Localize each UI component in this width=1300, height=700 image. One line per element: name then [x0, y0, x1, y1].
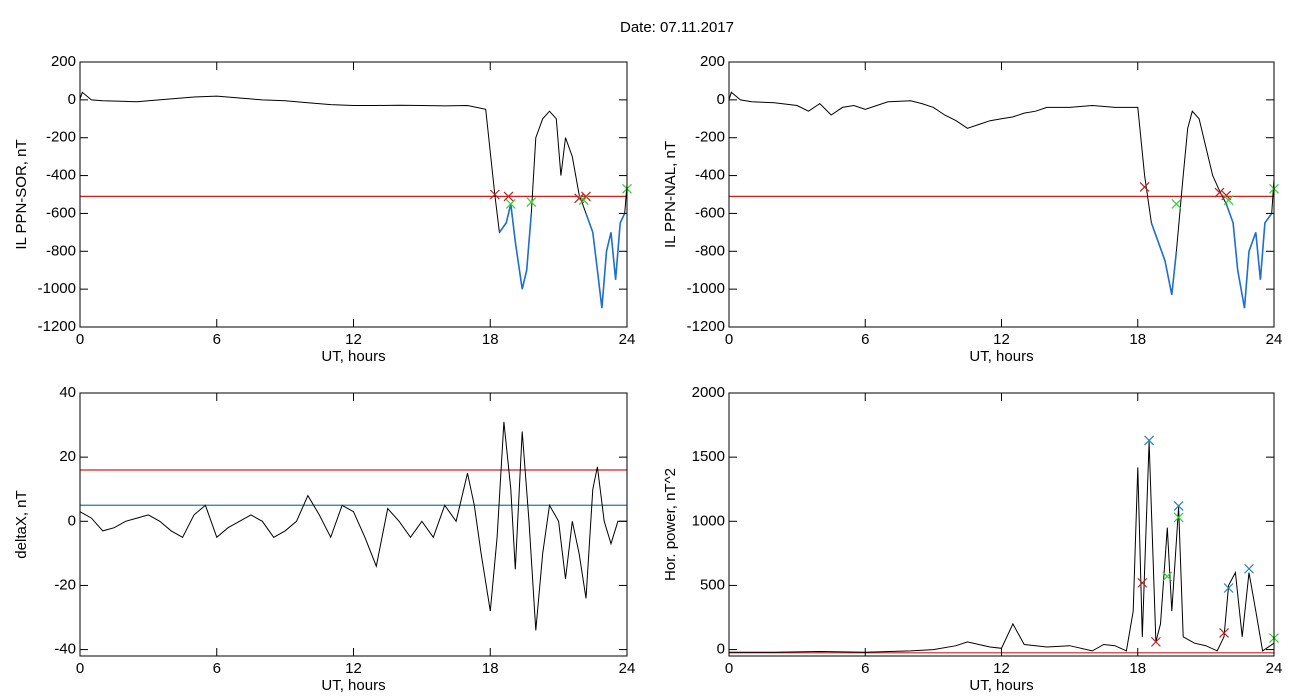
y-axis-label: IL PPN-SOR, nT: [13, 139, 30, 249]
y-tick-label: -40: [54, 641, 76, 658]
series-line: [729, 441, 1274, 653]
x-tick-label: 12: [993, 660, 1010, 677]
cross-marker: [505, 199, 516, 209]
y-tick-label: -800: [695, 242, 725, 259]
series-line: [1150, 203, 1273, 309]
y-tick-label: -1200: [687, 318, 725, 335]
y-tick-label: 1000: [692, 512, 725, 529]
cross-marker: [526, 197, 537, 207]
cross-marker: [1139, 182, 1150, 192]
y-tick-label: -1000: [38, 280, 76, 297]
x-tick-label: 18: [1129, 660, 1146, 677]
cross-marker: [489, 189, 500, 200]
cross-marker: [578, 195, 589, 206]
cross-marker: [1221, 190, 1232, 201]
series-line: [80, 421, 627, 631]
cross-marker: [1214, 187, 1225, 198]
x-tick-label: 0: [76, 660, 84, 677]
y-tick-label: -200: [46, 129, 76, 146]
cross-marker: [1244, 563, 1254, 574]
cross-marker: [1223, 195, 1234, 206]
cross-marker: [1219, 627, 1229, 638]
x-tick-label: 6: [213, 331, 221, 348]
y-tick-label: 0: [68, 91, 76, 108]
y-tick-label: 500: [700, 576, 725, 593]
x-tick-label: 24: [1266, 660, 1283, 677]
x-tick-label: 0: [76, 331, 84, 348]
plot-area: [729, 441, 1274, 654]
y-axis-label: deltaX, nT: [13, 490, 30, 558]
plot-frame: [79, 392, 628, 657]
y-tick-label: 2000: [692, 384, 725, 401]
y-tick-label: 0: [717, 91, 725, 108]
cross-marker: [1162, 571, 1173, 582]
x-axis-label: UT, hours: [969, 677, 1033, 694]
plot-frame: [79, 61, 628, 328]
cross-marker: [1173, 500, 1184, 511]
x-tick-label: 18: [1129, 331, 1146, 348]
y-tick-label: -20: [54, 576, 76, 593]
y-tick-label: -200: [695, 129, 725, 146]
cross-marker: [1137, 577, 1148, 588]
x-axis-label: UT, hours: [969, 348, 1033, 365]
y-tick-label: 0: [717, 641, 725, 658]
y-tick-label: 200: [700, 53, 725, 70]
y-tick-label: -600: [695, 204, 725, 221]
series-line: [80, 91, 627, 309]
x-tick-label: 12: [345, 660, 362, 677]
x-tick-label: 6: [861, 660, 869, 677]
cross-marker: [503, 191, 514, 202]
x-axis-label: UT, hours: [321, 677, 385, 694]
y-tick-label: 0: [68, 512, 76, 529]
cross-marker: [1144, 435, 1155, 446]
cross-marker: [1150, 636, 1161, 647]
cross-marker: [1223, 583, 1234, 593]
x-tick-label: 6: [213, 660, 221, 677]
x-tick-label: 0: [725, 331, 733, 348]
x-tick-label: 12: [345, 331, 362, 348]
x-tick-label: 24: [619, 331, 636, 348]
y-tick-label: -1200: [38, 318, 76, 335]
y-tick-label: -400: [695, 167, 725, 184]
y-tick-label: 20: [59, 448, 76, 465]
series-line: [498, 203, 626, 309]
x-tick-label: 24: [619, 660, 636, 677]
y-axis-label: Hor. power, nT^2: [662, 468, 679, 581]
plot-area: [80, 91, 627, 309]
y-tick-label: -800: [46, 242, 76, 259]
plot-area: [80, 421, 627, 631]
cross-marker: [1173, 512, 1184, 523]
y-axis-label: IL PPN-NAL, nT: [662, 141, 679, 248]
cross-marker: [1171, 199, 1182, 209]
y-tick-label: -400: [46, 167, 76, 184]
y-tick-label: -1000: [687, 280, 725, 297]
x-tick-label: 18: [482, 660, 499, 677]
x-tick-label: 0: [725, 660, 733, 677]
plot-frame: [728, 392, 1275, 657]
series-line: [729, 91, 1274, 309]
plot-frame: [728, 61, 1275, 328]
y-tick-label: 1500: [692, 448, 725, 465]
x-tick-label: 24: [1266, 331, 1283, 348]
plot-area: [729, 91, 1274, 309]
y-tick-label: -600: [46, 204, 76, 221]
x-tick-label: 6: [861, 331, 869, 348]
x-axis-label: UT, hours: [321, 348, 385, 365]
y-tick-label: 200: [51, 53, 76, 70]
y-tick-label: 40: [59, 384, 76, 401]
x-tick-label: 18: [482, 331, 499, 348]
x-tick-label: 12: [993, 331, 1010, 348]
date-title: Date: 07.11.2017: [620, 19, 734, 36]
